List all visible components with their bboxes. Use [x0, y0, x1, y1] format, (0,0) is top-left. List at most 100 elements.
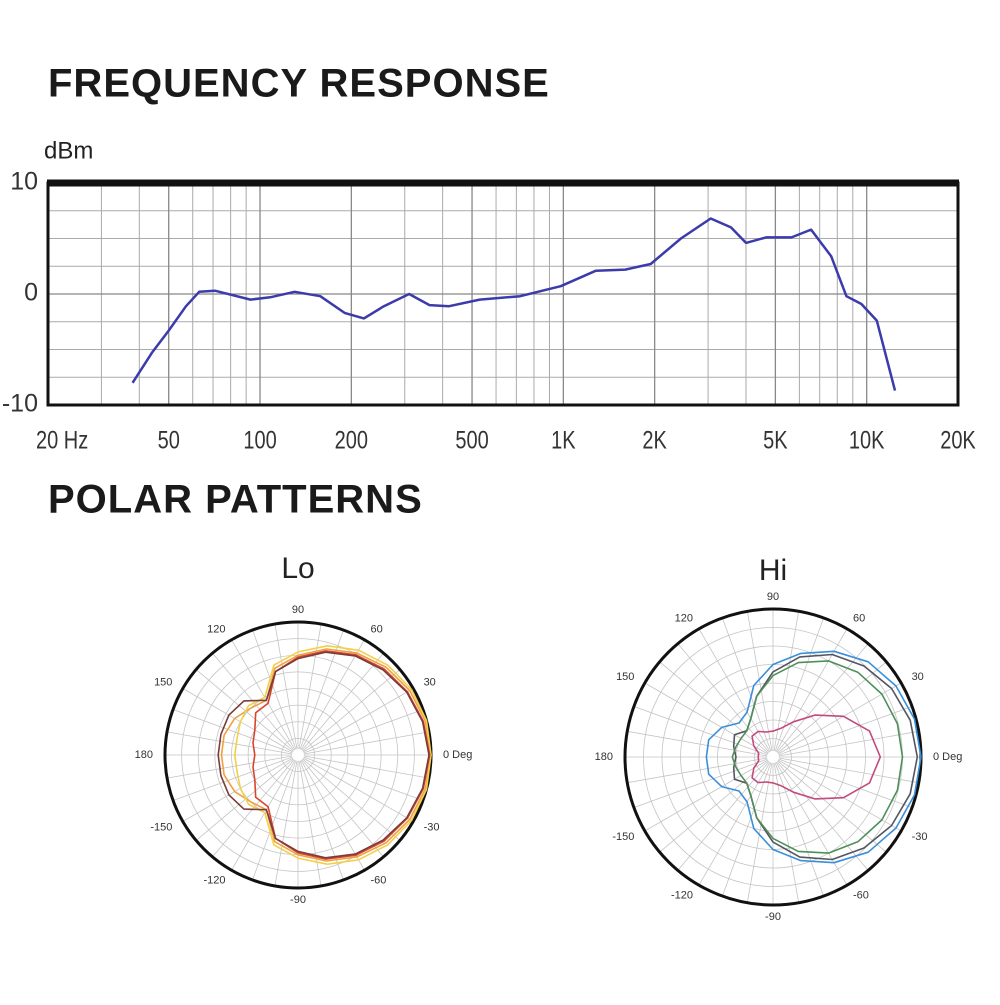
- polar-title: Lo: [281, 552, 314, 585]
- y-tick-label: 10: [10, 168, 38, 196]
- grid-spoke: [775, 761, 848, 886]
- theta-tick-label: 60: [371, 623, 383, 635]
- theta-tick-label: 30: [424, 676, 436, 688]
- grid-spoke: [182, 688, 294, 753]
- grid-spoke: [252, 629, 297, 750]
- theta-tick-label: 60: [853, 612, 865, 624]
- grid-spoke: [298, 623, 322, 750]
- theta-tick-label: -60: [371, 874, 387, 886]
- theta-tick-label: 180: [595, 751, 613, 763]
- grid-spoke: [777, 682, 902, 755]
- grid-spoke: [303, 756, 424, 801]
- grid-spoke: [778, 757, 919, 784]
- polar-curve: [731, 660, 904, 854]
- polar-curve: [732, 653, 919, 861]
- theta-tick-label: -90: [765, 911, 781, 923]
- grid-spoke: [301, 652, 384, 751]
- polar-curve: [252, 650, 431, 860]
- grid-spoke: [773, 611, 800, 752]
- theta-tick-label: -120: [203, 874, 225, 886]
- theta-tick-label: 0 Deg: [933, 751, 962, 763]
- theta-tick-label: -150: [612, 831, 634, 843]
- theta-tick-label: 150: [616, 671, 634, 683]
- theta-tick-label: 30: [912, 671, 924, 683]
- polar-curve: [220, 648, 432, 862]
- grid-spoke: [777, 661, 887, 754]
- grid-spoke: [303, 709, 424, 754]
- grid-spoke: [778, 730, 919, 757]
- grid-spoke: [776, 643, 869, 753]
- grid-spoke: [627, 730, 768, 757]
- grid-spoke: [746, 762, 773, 903]
- grid-spoke: [722, 762, 772, 897]
- grid-spoke: [212, 652, 295, 751]
- grid-spoke: [644, 682, 769, 755]
- grid-spoke: [303, 755, 430, 779]
- grid-spoke: [627, 757, 768, 784]
- grid-spoke: [301, 759, 384, 858]
- x-tick-label: 200: [335, 427, 368, 455]
- grid-spoke: [644, 759, 769, 832]
- grid-spoke: [746, 611, 773, 752]
- grid-spoke: [778, 758, 913, 808]
- polar-curve: [705, 650, 922, 864]
- grid-spoke: [698, 628, 771, 753]
- theta-tick-label: 180: [135, 749, 153, 761]
- polar-curve: [234, 645, 432, 865]
- x-tick-label: 20K: [940, 427, 976, 455]
- grid-spoke: [303, 731, 430, 755]
- grid-spoke: [302, 688, 414, 753]
- grid-spoke: [300, 759, 365, 871]
- grid-spoke: [231, 639, 296, 751]
- x-tick-label: 20 Hz: [36, 427, 88, 455]
- theta-tick-label: -90: [290, 894, 306, 906]
- grid-spoke: [274, 623, 298, 750]
- x-tick-label: 100: [243, 427, 276, 455]
- y-tick-label: -10: [2, 390, 38, 418]
- grid-spoke: [298, 760, 322, 887]
- grid-spoke: [274, 760, 298, 887]
- grid-spoke: [777, 760, 887, 853]
- grid-spoke: [195, 758, 294, 841]
- grid-spoke: [722, 617, 772, 752]
- theta-tick-label: 90: [767, 591, 779, 603]
- grid-spoke: [776, 761, 869, 871]
- grid-spoke: [659, 661, 769, 754]
- theta-tick-label: 120: [675, 612, 693, 624]
- grid-spoke: [775, 628, 848, 753]
- grid-spoke: [300, 639, 365, 751]
- grid-spoke: [172, 756, 293, 801]
- x-tick-label: 10K: [849, 427, 885, 455]
- theta-tick-label: -30: [424, 821, 440, 833]
- polar-title: Hi: [759, 554, 787, 587]
- response-line: [131, 217, 897, 391]
- grid-spoke: [172, 709, 293, 754]
- polar-curve: [751, 714, 882, 800]
- grid-spoke: [182, 757, 294, 822]
- grid-spoke: [252, 760, 297, 881]
- grid-spoke: [166, 731, 293, 755]
- theta-tick-label: 120: [207, 623, 225, 635]
- x-tick-label: 500: [455, 427, 488, 455]
- grid-spoke: [212, 759, 295, 858]
- grid-spoke: [633, 706, 768, 756]
- grid-spoke: [773, 762, 800, 903]
- x-tick-label: 1K: [551, 427, 575, 455]
- grid-spoke: [698, 761, 771, 886]
- grid-spoke: [302, 757, 414, 822]
- grid-spoke: [774, 617, 824, 752]
- grid-spoke: [778, 706, 913, 756]
- y-axis-label: dBm: [44, 137, 93, 164]
- grid-spoke: [777, 759, 902, 832]
- theta-tick-label: -60: [853, 889, 869, 901]
- grid-spoke: [633, 758, 768, 808]
- theta-tick-label: -150: [150, 821, 172, 833]
- x-tick-label: 2K: [642, 427, 666, 455]
- x-tick-label: 50: [158, 427, 180, 455]
- y-tick-label: 0: [24, 279, 38, 307]
- polar-curve: [217, 651, 430, 859]
- chart-title: FREQUENCY RESPONSE: [48, 62, 550, 106]
- grid-spoke: [302, 669, 401, 752]
- grid-spoke: [166, 755, 293, 779]
